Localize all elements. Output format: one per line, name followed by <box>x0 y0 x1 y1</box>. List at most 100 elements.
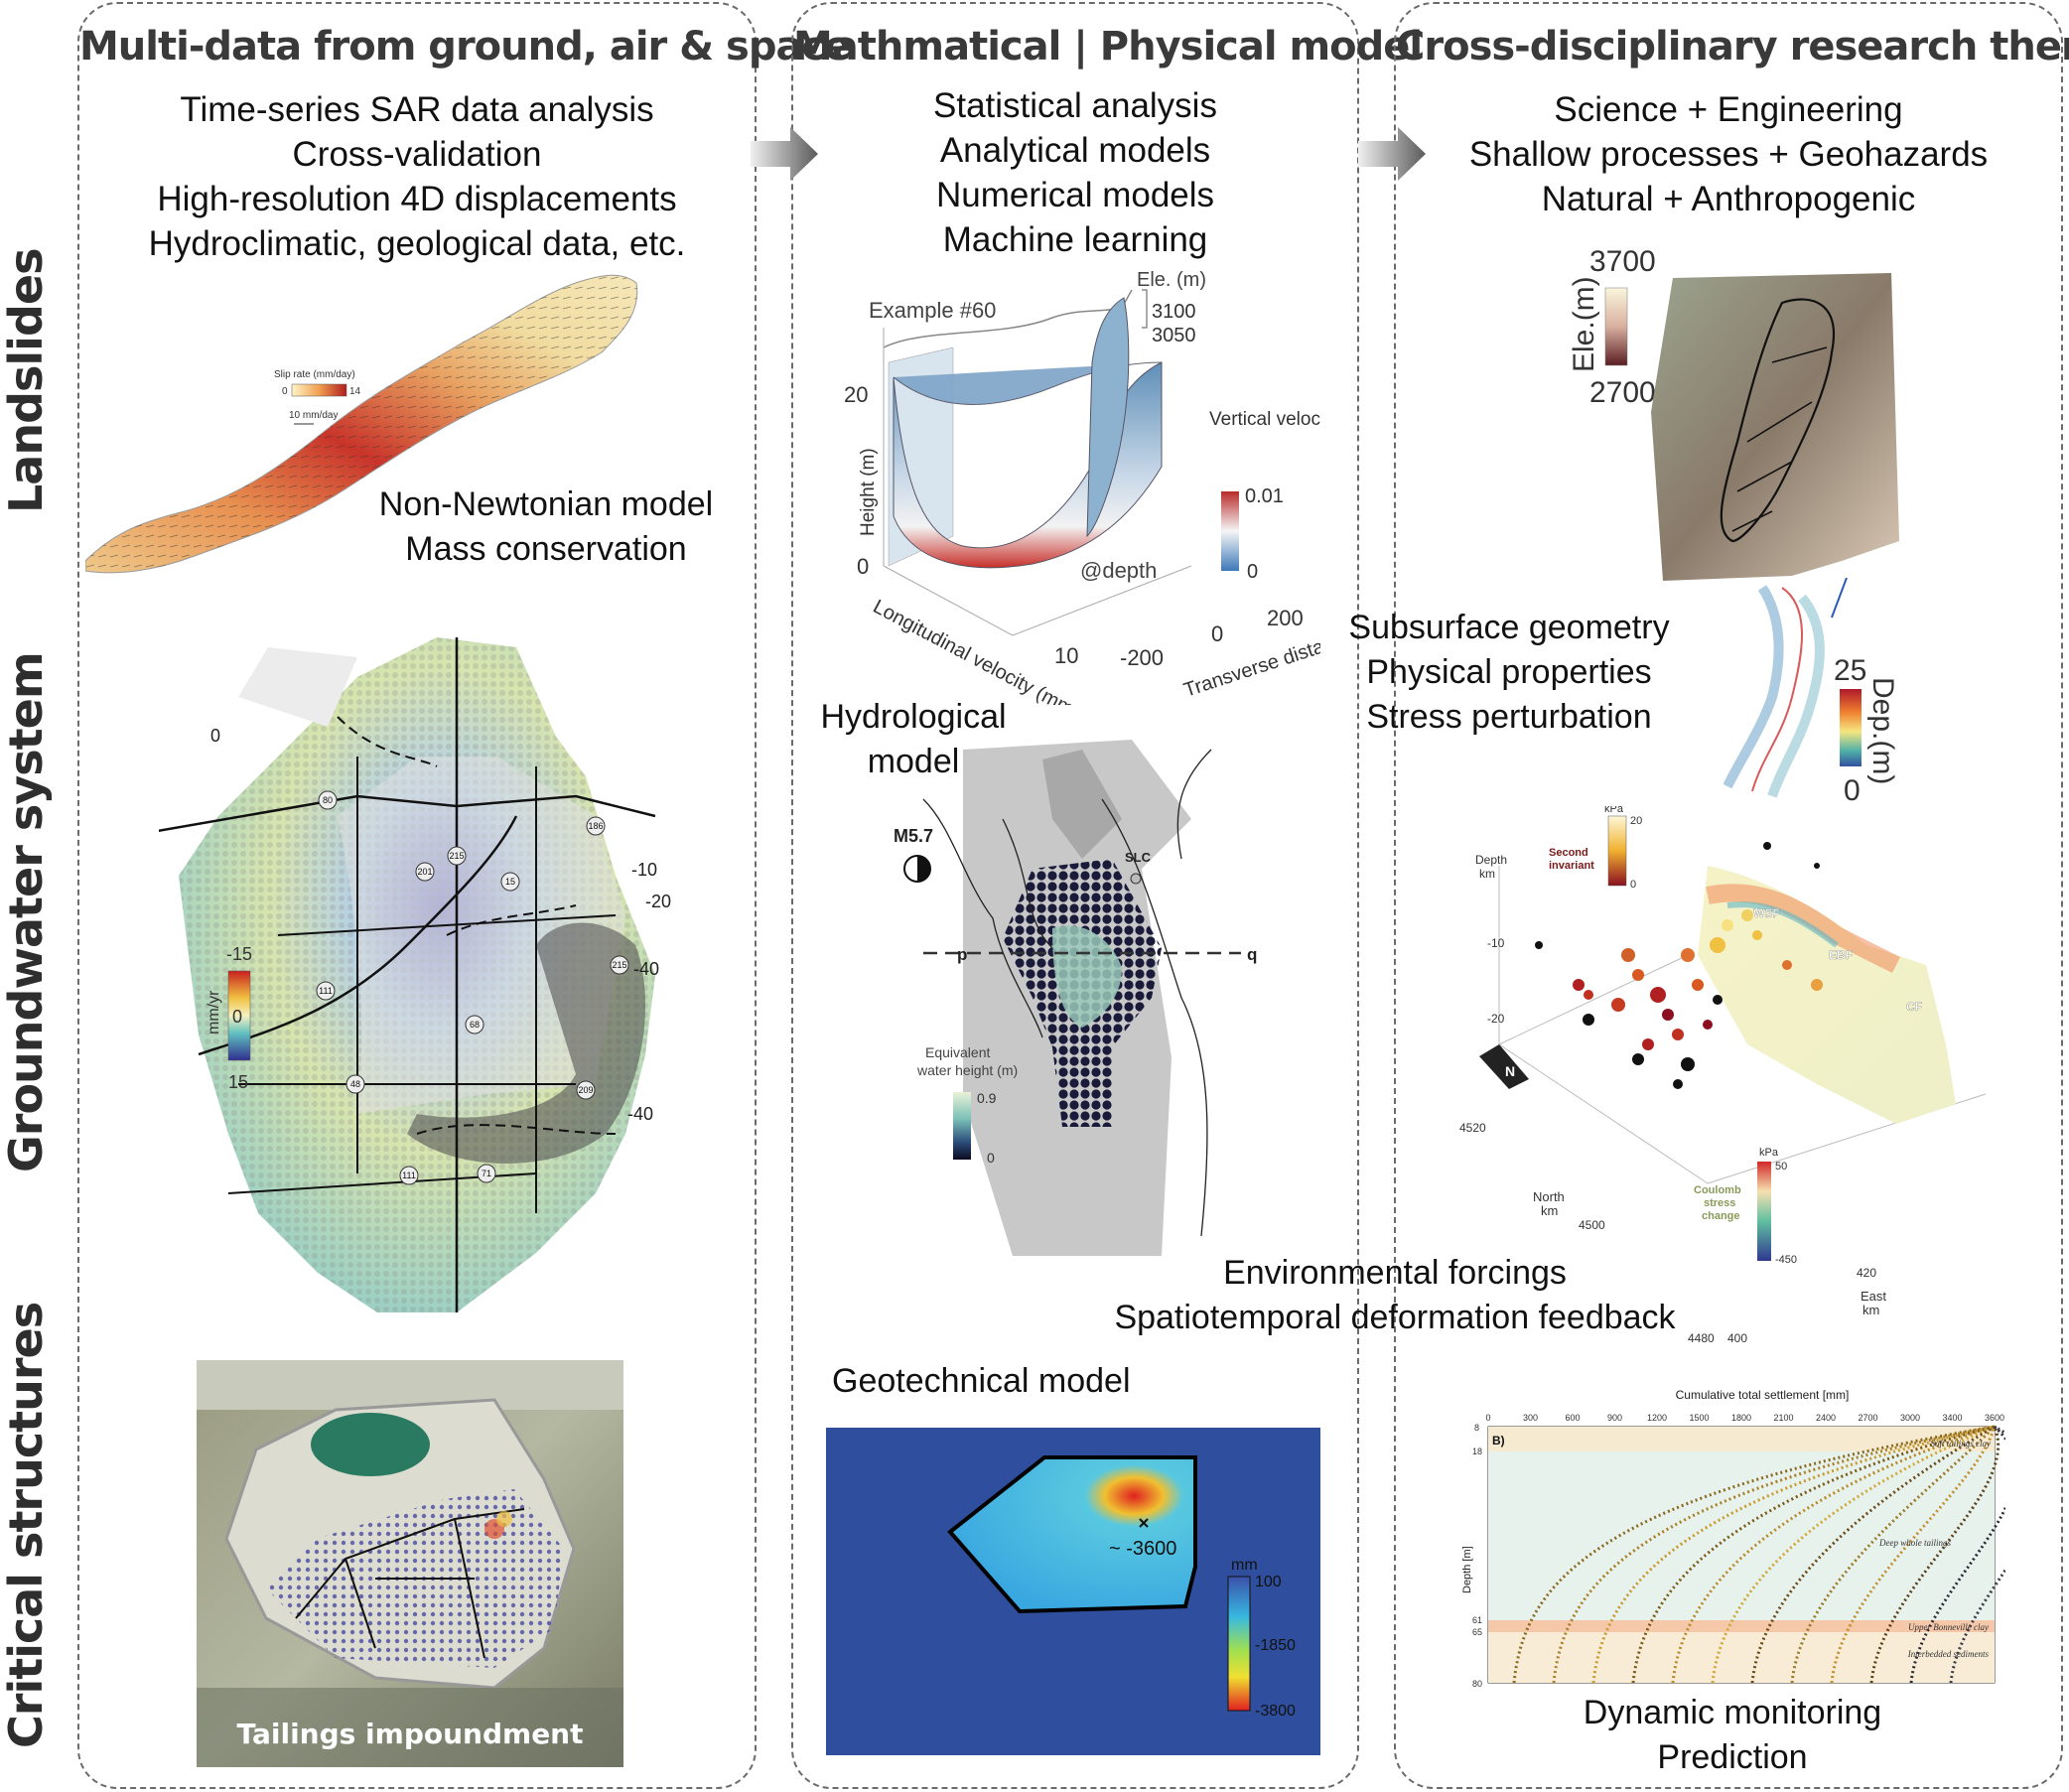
list-item: Stress perturbation <box>1366 698 1652 736</box>
si-label: Second invariant <box>1549 847 1594 872</box>
east-tick: 420 <box>1857 1266 1876 1280</box>
environment-lines: Environmental forcings Spatiotemporal de… <box>1052 1251 1737 1340</box>
route-markers: 80 215 186 201 15 111 68 215 48 209 111 … <box>316 790 629 1185</box>
geotech-colorbar <box>1227 1576 1251 1712</box>
depth-tick: -10 <box>1487 936 1505 950</box>
list-item: model <box>867 743 960 780</box>
settlement-x-tick: 3000 <box>1900 1413 1920 1423</box>
settlement-curve <box>1869 1426 2000 1684</box>
eq-label: M5.7 <box>894 826 933 846</box>
z-tick: 0 <box>857 554 869 579</box>
svg-text:186: 186 <box>588 821 603 831</box>
settlement-y-tick: 80 <box>1472 1679 1482 1689</box>
svg-text:71: 71 <box>482 1169 491 1178</box>
settlement-x-tick: 2100 <box>1773 1413 1793 1423</box>
depth-note: @depth <box>1080 558 1157 583</box>
settlement-curve <box>1750 1425 1996 1684</box>
settlement-title: Cumulative total settlement [mm] <box>1676 1388 1850 1402</box>
city-marker-icon <box>1130 873 1142 885</box>
panel-models: Mathmatical | Physical model <box>791 2 1423 1789</box>
cs-colorbar <box>1757 1162 1771 1261</box>
city-label: SLC <box>1125 850 1152 865</box>
gw-cbar-top: -15 <box>226 944 252 964</box>
arrow-right-icon <box>1358 127 1426 181</box>
hydro-colorbar <box>953 1092 971 1160</box>
layer-label: Upper Bonneville clay <box>1908 1622 1989 1632</box>
svg-text:68: 68 <box>470 1020 480 1030</box>
east-axis-label: East km <box>1861 1289 1886 1317</box>
svg-text:80: 80 <box>323 795 333 805</box>
settlement-y-label: Depth [m] <box>1461 1546 1473 1593</box>
geotech-tick: 100 <box>1255 1574 1282 1590</box>
landslide-slip-map: Slip rate (mm/day) 0 14 10 mm/day <box>85 274 638 574</box>
settlement-curve <box>1591 1425 1996 1684</box>
settlement-x-tick: 3400 <box>1942 1413 1962 1423</box>
fault-label: WSF <box>1753 906 1780 920</box>
ele-min: 2700 <box>1589 376 1656 409</box>
list-item: Machine learning <box>942 220 1208 259</box>
profile-p: p <box>957 945 967 964</box>
arrow-right-icon <box>751 127 818 181</box>
list-item: Cross-validation <box>292 135 542 174</box>
hydro-cbar-min: 0 <box>987 1150 995 1166</box>
data-methods-list: Time-series SAR data analysis Cross-vali… <box>77 87 757 266</box>
vgrad-colorbar <box>1221 491 1239 571</box>
north-arrow-icon <box>1479 1044 1529 1089</box>
layer-label: Deep whole tailings <box>1878 1538 1951 1548</box>
groundwater-subsidence-map: -15 0 15 mm/yr 0 -10 -20 -40 -40 80 215 … <box>159 637 671 1312</box>
settlement-x-tick: 2400 <box>1816 1413 1836 1423</box>
settlement-curve <box>1671 1425 1996 1684</box>
ele-tick: 3050 <box>1152 325 1196 346</box>
contour-label: 0 <box>210 726 220 746</box>
z-axis-label: Height (m) <box>858 448 879 536</box>
settlement-y-tick: 65 <box>1472 1627 1482 1637</box>
panel-themes: Cross-disciplinary research themes <box>1394 2 2069 1789</box>
geotech-unit: mm <box>1231 1557 1258 1574</box>
landslide-model-lines: Non-Newtonian model Mass conservation <box>357 482 735 572</box>
slip-legend-min: 0 <box>282 386 288 397</box>
list-item: Prediction <box>1657 1738 1808 1776</box>
settlement-y-tick: 8 <box>1474 1423 1479 1433</box>
layer-label: Interbedded sediments <box>1907 1649 1990 1659</box>
settlement-x-tick: 1800 <box>1731 1413 1751 1423</box>
vgrad-title: Vertical velocity gradient <box>1209 409 1320 430</box>
example-label: Example #60 <box>869 298 996 323</box>
slip-colorbar <box>291 383 347 397</box>
ele-max: 3700 <box>1589 245 1656 278</box>
terrain-elevation-map: 3700 2700 Ele.(m) <box>1568 245 1899 581</box>
monitoring-lines: Dynamic monitoring Prediction <box>1549 1691 1916 1780</box>
coulomb-stress-plot: kPa 20 0 Second invariant Depth km -10 -20… <box>1459 806 1987 1345</box>
list-item: Numerical models <box>935 176 1215 214</box>
panel-title-data: Multi-data from ground, air & space <box>79 24 851 69</box>
velocity-3d-model: Example #60 Ele. (m) 3100 3050 20 0 Heig… <box>844 269 1320 705</box>
list-item: Environmental forcings <box>1223 1254 1567 1292</box>
panel-title-models: Mathmatical | Physical model <box>793 24 1423 69</box>
north-arrow-label: N <box>1505 1063 1515 1079</box>
east-tick: 400 <box>1727 1331 1747 1345</box>
settlement-x-tick: 900 <box>1607 1413 1622 1423</box>
row-label-structures: Critical structures <box>0 1302 53 1748</box>
cs-max: 50 <box>1775 1161 1787 1172</box>
list-item: Natural + Anthropogenic <box>1541 180 1916 218</box>
si-unit: kPa <box>1604 806 1624 815</box>
geotech-title: Geotechnical model <box>832 1362 1131 1400</box>
y-tick: -200 <box>1120 645 1164 670</box>
x-tick: 10 <box>1054 643 1078 668</box>
gw-colorbar <box>227 970 251 1061</box>
earthquake-points <box>1535 842 1823 1089</box>
svg-text:48: 48 <box>350 1079 360 1089</box>
slip-legend-max: 14 <box>349 386 361 397</box>
list-item: Mass conservation <box>405 530 687 568</box>
geotech-tick: -3800 <box>1255 1703 1296 1720</box>
settlement-x-tick: 600 <box>1565 1413 1580 1423</box>
settlement-x-tick: 2700 <box>1858 1413 1877 1423</box>
contour-label: -10 <box>631 860 657 880</box>
si-max: 20 <box>1630 815 1642 827</box>
y-tick: 200 <box>1267 606 1304 630</box>
list-item: Time-series SAR data analysis <box>180 90 654 129</box>
list-item: Non-Newtonian model <box>378 485 714 523</box>
svg-text:15: 15 <box>505 877 515 887</box>
si-min: 0 <box>1630 879 1636 891</box>
vgrad-min: 0 <box>1247 561 1258 583</box>
contour-label: -40 <box>633 959 659 979</box>
